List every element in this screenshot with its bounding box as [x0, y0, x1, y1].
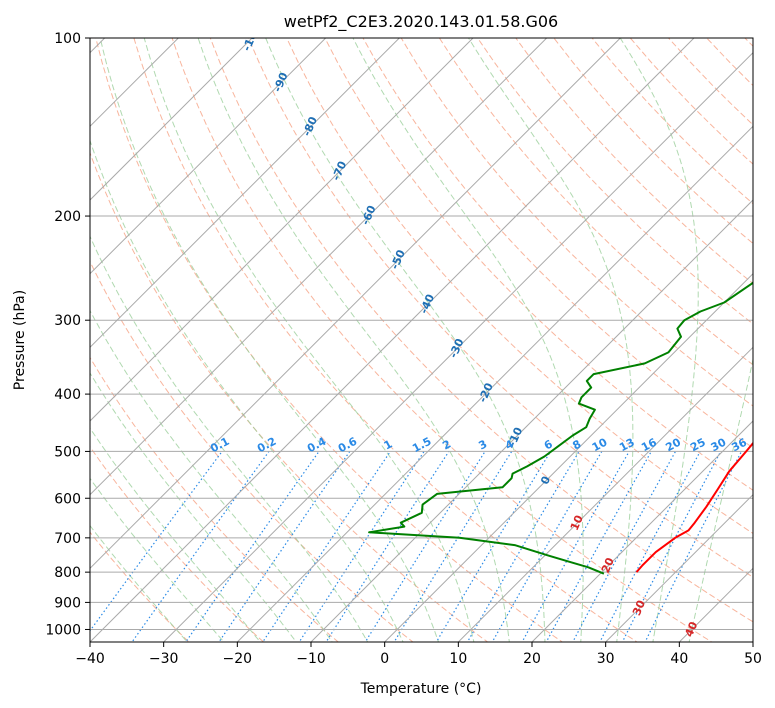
- dry-adiabat: [90, 356, 339, 642]
- isotherm-line: [310, 199, 753, 642]
- dry-adiabat: [209, 38, 753, 623]
- dry-adiabat: [90, 151, 489, 642]
- isotherm-line: [90, 38, 400, 349]
- isotherm-line: [457, 346, 753, 642]
- dry-adiabat: [324, 38, 753, 491]
- moist-adiabat: [90, 524, 188, 642]
- y-tick-label: 200: [54, 209, 81, 225]
- isotherm-line: [236, 125, 753, 642]
- mixing-ratio-label: 30: [709, 435, 729, 454]
- x-tick-label: −30: [149, 651, 179, 667]
- dry-adiabat: [133, 38, 638, 642]
- mixing-ratio-label: 36: [729, 435, 749, 454]
- x-tick-label: 0: [380, 651, 389, 667]
- x-tick-label: 10: [449, 651, 467, 667]
- chart-title: wetPf2_C2E3.2020.143.01.58.G06: [284, 12, 558, 32]
- axis-ticks: −40 −30 −20 −10 0 10 20 30 40 50 100 200 300 400 500 60…: [45, 31, 762, 667]
- y-tick-label: 500: [54, 444, 81, 460]
- x-tick-label: −20: [223, 651, 253, 667]
- isotherm-line: [90, 38, 695, 642]
- mixing-ratio-label: 16: [639, 435, 659, 454]
- y-tick-label: 100: [54, 31, 81, 47]
- mixing-ratio-label: 25: [688, 436, 708, 455]
- sounding-series-line: [635, 441, 753, 573]
- y-tick-label: 700: [54, 531, 81, 547]
- x-tick-label: 20: [523, 651, 541, 667]
- y-tick-label: 300: [54, 313, 81, 329]
- x-tick-label: −10: [296, 651, 326, 667]
- isotherm-line: [90, 38, 253, 201]
- mixing-ratio-label: 13: [617, 436, 637, 455]
- isotherm-line: [163, 51, 753, 642]
- y-tick-label: 600: [54, 491, 81, 507]
- dry-adiabat: [515, 38, 753, 285]
- y-tick-label: 1000: [45, 622, 81, 638]
- mixing-ratio-label: 10: [590, 435, 610, 454]
- dry-adiabat: [95, 38, 564, 642]
- x-tick-label: 40: [670, 651, 688, 667]
- dry-adiabat: [90, 260, 414, 642]
- x-axis-title: Temperature (°C): [360, 681, 482, 697]
- sounding-lines: [368, 281, 753, 575]
- isotherm-label: 30: [630, 598, 648, 618]
- isotherm-label: 20: [599, 555, 617, 575]
- mixing-ratio-label: 20: [663, 435, 683, 454]
- isotherm-line: [90, 38, 474, 422]
- sounding-series-line: [368, 281, 753, 575]
- x-tick-label: −40: [75, 651, 105, 667]
- y-tick-label: 400: [54, 387, 81, 403]
- y-tick-label: 900: [54, 595, 81, 611]
- plot-frame: [89, 37, 754, 643]
- dry-adiabat: [247, 38, 753, 578]
- isotherm-line: [531, 420, 753, 642]
- isotherm-label: 40: [682, 619, 700, 639]
- isotherm-label: 10: [568, 513, 586, 533]
- dry-adiabat: [477, 38, 753, 325]
- isotherm-line: [90, 38, 621, 570]
- isotherm-line: [90, 38, 327, 275]
- dry-adiabat: [90, 445, 265, 642]
- isotherm-line: [90, 38, 548, 496]
- x-tick-label: 30: [597, 651, 615, 667]
- dry-adiabat: [400, 38, 753, 407]
- y-axis-title: Pressure (hPa): [12, 290, 28, 390]
- grid-lines: [90, 38, 753, 642]
- isotherm-line: [605, 493, 753, 642]
- x-tick-label: 50: [744, 651, 762, 667]
- y-tick-label: 800: [54, 565, 81, 581]
- dry-adiabat: [171, 38, 713, 642]
